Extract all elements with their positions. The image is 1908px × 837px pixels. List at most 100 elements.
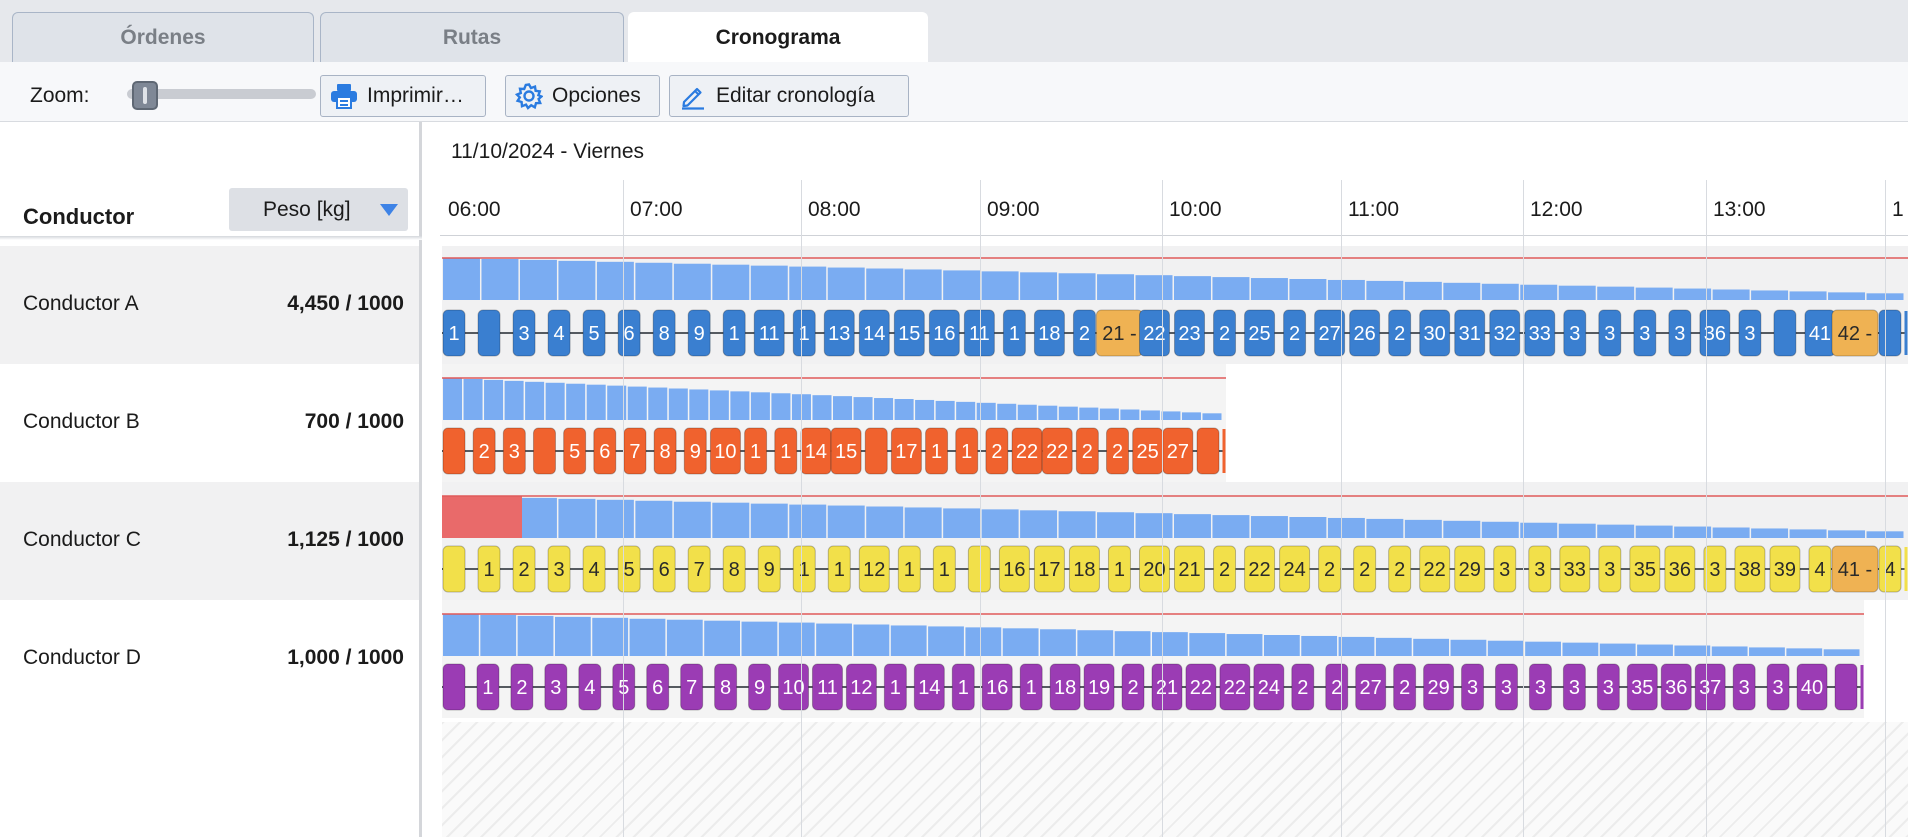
stop-marker[interactable] [1041, 427, 1073, 475]
stop-marker[interactable] [1493, 545, 1517, 593]
stop-marker[interactable] [792, 545, 816, 593]
driver-row-a[interactable]: Conductor A 4,450 / 1000 [0, 246, 419, 364]
stop-marker[interactable] [1596, 663, 1620, 711]
stop-marker[interactable] [1388, 309, 1412, 357]
tab-cronograma[interactable]: Cronograma [628, 12, 928, 62]
stop-marker[interactable] [442, 545, 466, 593]
stop-marker[interactable] [1664, 545, 1696, 593]
stop-marker[interactable] [1454, 309, 1486, 357]
stop-marker[interactable] [1489, 309, 1521, 357]
stop-marker[interactable] [800, 427, 832, 475]
stop-marker[interactable] [653, 427, 677, 475]
stop-marker[interactable] [502, 427, 526, 475]
stop-marker[interactable] [1668, 309, 1692, 357]
stop-marker[interactable] [1279, 545, 1311, 593]
stop-marker[interactable] [512, 545, 536, 593]
stop-marker[interactable] [1353, 545, 1377, 593]
stop-marker[interactable] [1049, 663, 1081, 711]
stop-marker[interactable] [753, 309, 785, 357]
stop-marker[interactable] [883, 663, 907, 711]
stop-marker[interactable] [1738, 309, 1762, 357]
stop-marker[interactable] [1626, 663, 1658, 711]
stop-marker[interactable] [680, 663, 704, 711]
options-button[interactable]: Opciones [505, 75, 660, 117]
stop-marker[interactable] [890, 427, 922, 475]
stop-marker[interactable] [1878, 545, 1902, 593]
stop-marker[interactable] [687, 309, 711, 357]
stop-marker[interactable] [1769, 545, 1801, 593]
stop-marker[interactable] [582, 545, 606, 593]
stop-marker[interactable] [512, 309, 536, 357]
stop-marker[interactable] [646, 663, 670, 711]
stop-marker[interactable] [652, 545, 676, 593]
stop-marker[interactable] [913, 663, 945, 711]
stop-marker[interactable] [1559, 545, 1591, 593]
stop-marker[interactable] [1660, 663, 1692, 711]
stop-marker[interactable] [477, 545, 501, 593]
stop-marker[interactable] [1423, 663, 1455, 711]
stop-marker[interactable] [1318, 545, 1342, 593]
stop-marker[interactable] [683, 427, 707, 475]
stop-marker[interactable] [1598, 545, 1622, 593]
stop-marker[interactable] [709, 427, 741, 475]
stop-marker[interactable] [1419, 309, 1451, 357]
stop-marker[interactable] [1174, 545, 1206, 593]
stop-marker[interactable] [476, 663, 500, 711]
stop-marker[interactable] [1138, 309, 1170, 357]
stop-marker[interactable] [1314, 309, 1346, 357]
stop-marker[interactable] [823, 309, 855, 357]
stop-marker[interactable] [1033, 545, 1065, 593]
stop-marker[interactable] [830, 427, 862, 475]
stop-marker[interactable] [593, 427, 617, 475]
stop-marker[interactable] [582, 309, 606, 357]
stop-marker[interactable] [1185, 663, 1217, 711]
stop-marker[interactable] [1283, 309, 1307, 357]
stop-marker[interactable] [963, 309, 995, 357]
stop-marker[interactable] [1699, 309, 1731, 357]
metric-select[interactable]: Peso [kg] [229, 188, 408, 231]
stop-marker[interactable] [472, 427, 496, 475]
stop-marker[interactable] [1694, 663, 1726, 711]
stop-marker[interactable] [1808, 545, 1832, 593]
stop-marker[interactable] [1019, 663, 1043, 711]
zoom-slider[interactable] [127, 89, 316, 99]
stop-marker[interactable] [1633, 309, 1657, 357]
stop-marker[interactable] [1454, 545, 1486, 593]
stop-marker[interactable] [1075, 427, 1099, 475]
stop-marker[interactable] [1174, 309, 1206, 357]
stop-marker[interactable] [951, 663, 975, 711]
stop-marker[interactable] [1528, 545, 1552, 593]
stop-marker[interactable] [1461, 663, 1485, 711]
stop-marker[interactable] [1002, 309, 1026, 357]
tab-ordenes[interactable]: Órdenes [12, 12, 314, 62]
driver-row-c[interactable]: Conductor C 1,125 / 1000 [0, 482, 419, 600]
stop-marker[interactable] [757, 545, 781, 593]
stop-marker[interactable] [1325, 663, 1349, 711]
stop-marker[interactable] [1494, 663, 1518, 711]
stop-marker[interactable] [1524, 309, 1556, 357]
stop-marker[interactable] [1253, 663, 1285, 711]
stop-marker[interactable] [925, 427, 949, 475]
edit-timeline-button[interactable]: Editar cronología [669, 75, 909, 117]
stop-marker[interactable] [547, 309, 571, 357]
stop-marker[interactable] [985, 427, 1009, 475]
stop-marker[interactable] [687, 545, 711, 593]
driver-row-b[interactable]: Conductor B 700 / 1000 [0, 364, 419, 482]
stop-marker[interactable] [1033, 309, 1065, 357]
stop-marker[interactable] [928, 309, 960, 357]
stop-marker[interactable] [1563, 309, 1587, 357]
stop-marker[interactable] [1796, 663, 1828, 711]
stop-marker[interactable] [1773, 309, 1797, 357]
stop-marker[interactable] [510, 663, 534, 711]
stop-marker[interactable] [477, 309, 501, 357]
stop-marker[interactable] [442, 663, 466, 711]
stop-marker[interactable] [1598, 309, 1622, 357]
stop-marker[interactable] [744, 427, 768, 475]
stop-marker[interactable] [1107, 545, 1131, 593]
stop-marker[interactable] [1068, 545, 1100, 593]
stop-marker[interactable] [1703, 545, 1727, 593]
stop-marker[interactable] [1106, 427, 1130, 475]
stop-marker[interactable] [1878, 309, 1902, 357]
stop-marker[interactable] [967, 545, 991, 593]
stop-marker[interactable] [1831, 545, 1879, 593]
